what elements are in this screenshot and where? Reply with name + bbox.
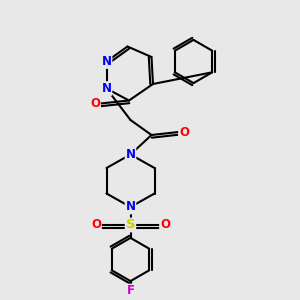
Text: O: O [90, 97, 100, 110]
Text: O: O [160, 218, 170, 232]
Text: O: O [179, 125, 189, 139]
Text: N: N [101, 82, 112, 95]
Text: F: F [127, 284, 134, 298]
Text: S: S [126, 218, 135, 232]
Text: N: N [125, 148, 136, 161]
Text: N: N [125, 200, 136, 214]
Text: O: O [91, 218, 101, 232]
Text: N: N [101, 55, 112, 68]
